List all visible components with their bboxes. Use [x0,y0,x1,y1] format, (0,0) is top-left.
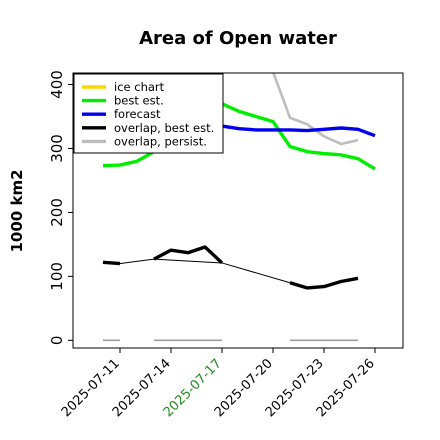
series-line-overlap-best-est- [153,245,224,265]
legend-label: overlap, best est. [114,121,214,135]
legend-label: overlap, persist. [114,134,207,148]
series-line-best-est- [102,150,155,168]
y-tick-label: 200 [48,198,66,227]
series-line-best-est- [221,102,376,171]
y-tick-label: 100 [48,262,66,291]
series-line-overlap-best-est- [289,276,359,290]
connector-line [119,258,291,284]
legend-label: ice chart [114,80,165,94]
chart-title: Area of Open water [139,28,337,49]
y-tick-label: 300 [48,134,66,163]
series-line-forecast [221,124,376,138]
plot-frame [72,72,404,349]
y-tick-label: 400 [48,70,66,99]
series-line-overlap-persist- [272,73,359,146]
y-tick-label: 0 [48,336,66,346]
legend-label: best est. [114,94,164,108]
y-axis-label: 1000 km2 [8,169,26,252]
legend-label: forecast [114,107,161,121]
plot-data-layer [102,73,376,342]
series-line-overlap-best-est- [102,260,121,266]
